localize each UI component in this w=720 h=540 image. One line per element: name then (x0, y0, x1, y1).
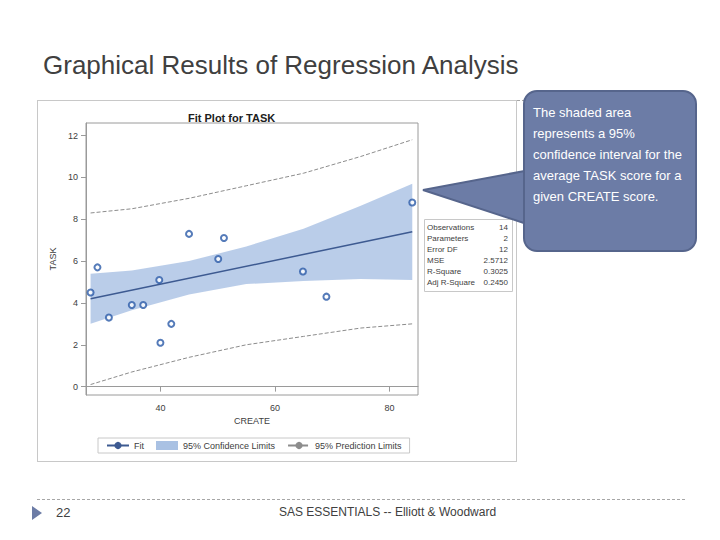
svg-text:Fit Plot for TASK: Fit Plot for TASK (188, 112, 275, 124)
svg-text:Observations: Observations (427, 223, 474, 232)
svg-text:80: 80 (384, 403, 394, 413)
svg-text:Parameters: Parameters (427, 234, 468, 243)
svg-text:12: 12 (499, 245, 508, 254)
svg-text:Fit: Fit (134, 441, 144, 451)
html-text:SAS ESSENTIALS -- Elliott & Wo: SAS ESSENTIALS -- Elliott & Woodward (278, 505, 497, 519)
svg-text:CREATE: CREATE (234, 416, 270, 426)
svg-text:4: 4 (73, 298, 78, 308)
svg-text:40: 40 (155, 403, 165, 413)
svg-text:95% Confidence Limits: 95% Confidence Limits (183, 441, 276, 451)
svg-text:10: 10 (68, 172, 78, 182)
svg-text:TASK: TASK (48, 248, 58, 271)
html-text:The shaded area represents a 9: The shaded area represents a 95% confide… (533, 105, 682, 204)
svg-text:14: 14 (499, 223, 508, 232)
svg-text:2: 2 (504, 234, 509, 243)
svg-text:MSE: MSE (427, 256, 444, 265)
svg-text:8: 8 (73, 214, 78, 224)
svg-text:2: 2 (73, 340, 78, 350)
svg-text:6: 6 (73, 256, 78, 266)
svg-text:Error DF: Error DF (427, 245, 458, 254)
html-text:22: 22 (56, 505, 71, 520)
svg-text:12: 12 (68, 131, 78, 141)
html-text:Graphical Results of Regressio: Graphical Results of Regression Analysis (43, 50, 519, 80)
svg-text:0: 0 (73, 382, 78, 392)
svg-text:2.5712: 2.5712 (484, 256, 509, 265)
svg-text:Adj R-Square: Adj R-Square (427, 278, 476, 287)
svg-text:R-Square: R-Square (427, 267, 462, 276)
svg-text:95% Prediction Limits: 95% Prediction Limits (315, 441, 402, 451)
svg-text:0.3025: 0.3025 (484, 267, 509, 276)
svg-text:0.2450: 0.2450 (484, 278, 509, 287)
svg-text:60: 60 (270, 403, 280, 413)
